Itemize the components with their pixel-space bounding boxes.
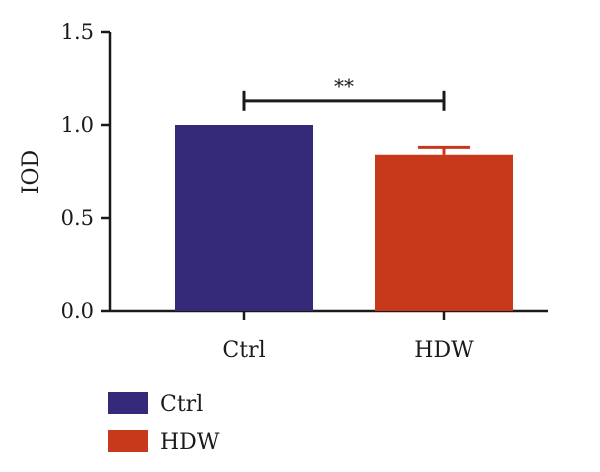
bar-ctrl xyxy=(175,125,313,311)
y-ticks: 0.0 0.5 1.0 1.5 xyxy=(61,20,110,323)
y-tick-label: 1.5 xyxy=(61,20,94,44)
error-bars xyxy=(418,145,470,155)
legend-label-hdw: HDW xyxy=(160,430,220,455)
y-tick-label: 1.0 xyxy=(61,113,94,137)
x-tick-label: Ctrl xyxy=(222,338,265,363)
legend-label-ctrl: Ctrl xyxy=(160,392,203,417)
legend-swatch-ctrl xyxy=(108,392,148,414)
legend: Ctrl HDW xyxy=(108,392,220,455)
x-tick-label: HDW xyxy=(414,338,474,363)
bar-hdw xyxy=(375,154,513,311)
legend-swatch-hdw xyxy=(108,430,148,452)
y-tick-label: 0.5 xyxy=(61,206,94,230)
significance-annotation: ** xyxy=(242,74,446,111)
significance-label: ** xyxy=(334,74,354,98)
y-axis-label: IOD xyxy=(19,150,44,194)
y-tick-label: 0.0 xyxy=(61,299,94,323)
x-ticks: Ctrl HDW xyxy=(222,311,474,363)
bars xyxy=(175,125,513,311)
